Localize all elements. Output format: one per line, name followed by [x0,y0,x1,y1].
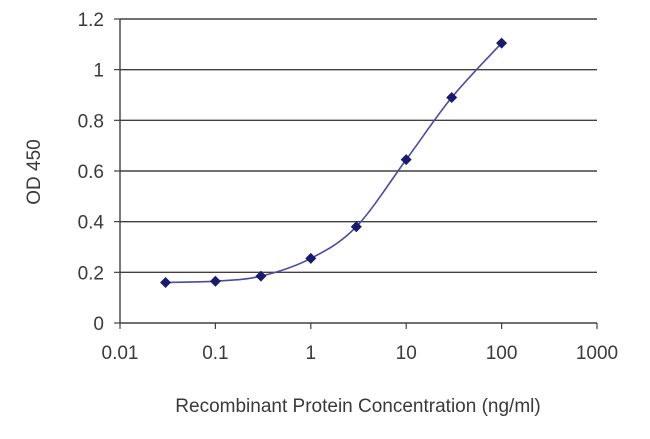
data-point-3 [305,252,317,264]
data-point-6 [446,92,458,104]
data-point-0 [160,276,172,288]
y-tick-label-0: 0 [93,314,104,335]
series-0-line [165,42,503,284]
y-tick-label-3: 0.6 [78,162,104,183]
data-point-2 [255,270,267,282]
tick-labels: 0 0.2 0.4 0.6 0.8 1 1.2 0.01 0.1 1 10 100 1000 [78,10,619,364]
y-axis-title: OD 450 [24,139,45,204]
data-point-1 [209,275,221,287]
grid-lines [120,18,597,274]
x-tick-label-1: 0.1 [202,343,228,364]
x-tick-label-4: 100 [486,343,518,364]
axes [114,18,598,329]
y-tick-label-4: 0.8 [78,111,104,132]
x-tick-label-3: 10 [396,343,417,364]
y-tick-label-1: 0.2 [78,263,104,284]
x-tick-label-5: 1000 [576,343,618,364]
x-tick-label-0: 0.01 [102,343,139,364]
data-point-7 [496,37,508,49]
data-point-5 [400,154,412,166]
x-tick-label-2: 1 [306,343,317,364]
data-series [160,37,508,288]
y-tick-label-2: 0.4 [78,213,105,234]
y-tick-label-6: 1.2 [78,10,104,31]
x-axis-title: Recombinant Protein Concentration (ng/ml… [175,396,540,417]
data-point-4 [350,221,362,233]
y-tick-label-5: 1 [93,61,104,82]
